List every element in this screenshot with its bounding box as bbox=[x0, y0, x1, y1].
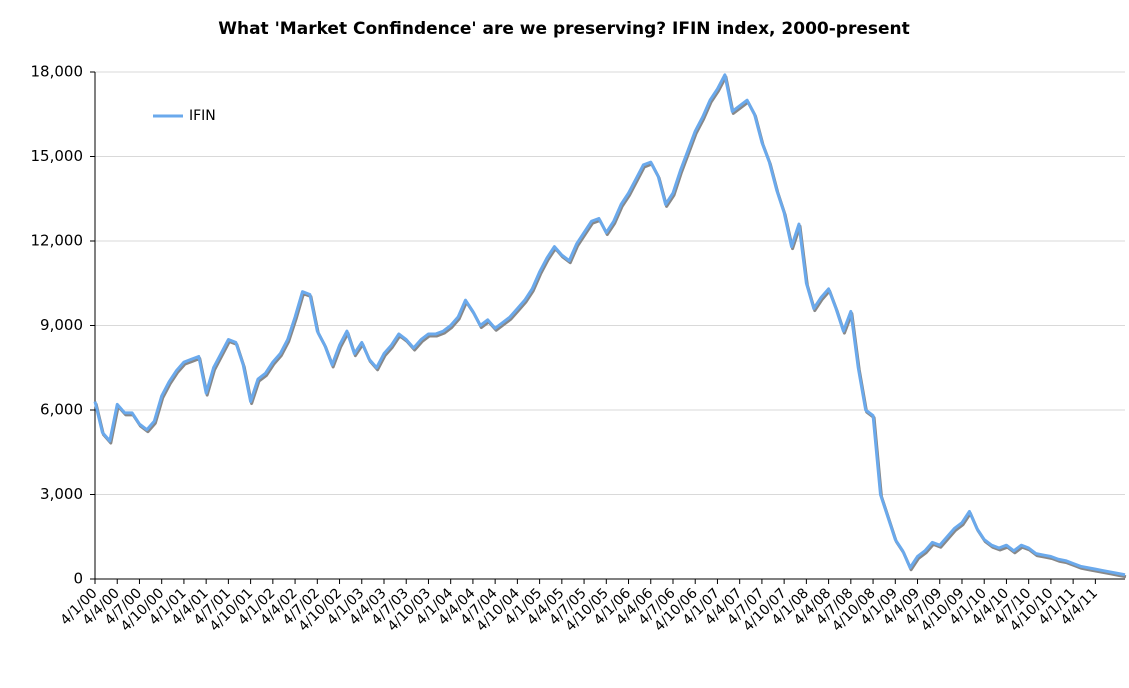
y-tick-label: 0 bbox=[73, 570, 83, 588]
series-line bbox=[93, 73, 1126, 577]
y-tick-label: 12,000 bbox=[31, 232, 84, 250]
y-tick-label: 18,000 bbox=[31, 63, 84, 81]
y-tick-label: 3,000 bbox=[40, 485, 83, 503]
y-tick-label: 6,000 bbox=[40, 401, 83, 419]
chart-title: What 'Market Confindence' are we preserv… bbox=[218, 19, 910, 39]
legend-label: IFIN bbox=[189, 108, 216, 124]
y-tick-label: 15,000 bbox=[31, 147, 84, 165]
y-tick-label: 9,000 bbox=[40, 316, 83, 334]
